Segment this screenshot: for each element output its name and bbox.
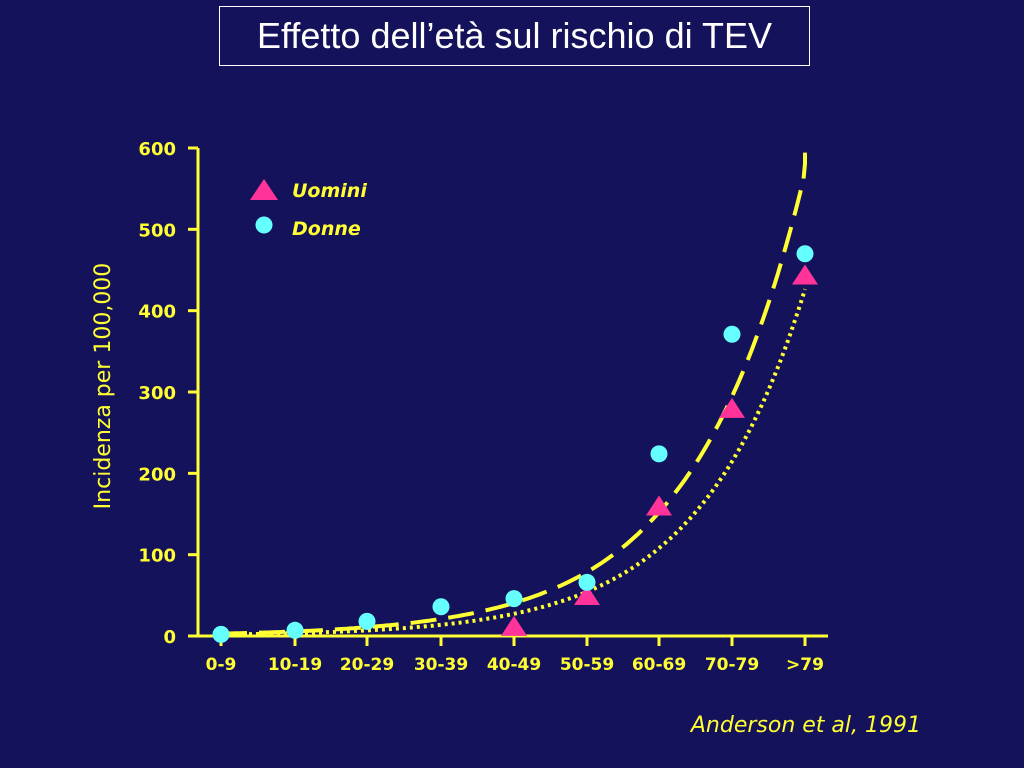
y-tick-label: 200 xyxy=(138,464,176,485)
x-tick-label: 40-49 xyxy=(487,655,541,675)
data-point-donne xyxy=(432,598,450,616)
x-tick-label: 60-69 xyxy=(632,655,686,675)
data-point-uomini xyxy=(574,584,600,605)
trend-curves xyxy=(220,147,807,637)
data-point-uomini xyxy=(719,397,745,418)
data-point-donne xyxy=(505,590,523,608)
legend-marker-circle xyxy=(255,216,273,234)
title-box: Effetto dell’età sul rischio di TEV xyxy=(219,6,810,66)
y-tick-label: 600 xyxy=(138,139,176,160)
x-tick-label: 30-39 xyxy=(414,655,468,675)
axes: 0 100 200 300 400 500 600 0-9 10-19 20-29 30-39 40-… xyxy=(138,139,828,675)
y-tick-label: 400 xyxy=(138,302,176,323)
data-point-donne xyxy=(358,612,376,630)
x-tick-label: 10-19 xyxy=(268,655,322,675)
data-point-donne xyxy=(286,621,304,639)
y-tick-label: 0 xyxy=(163,627,176,648)
y-tick-label: 300 xyxy=(138,383,176,404)
legend: Uomini Donne xyxy=(250,179,367,240)
data-point-uomini xyxy=(501,615,527,636)
trend-line-uomini xyxy=(221,147,807,636)
y-tick-label: 100 xyxy=(138,546,176,567)
data-point-uomini xyxy=(646,495,672,516)
x-tick-label: 70-79 xyxy=(705,655,759,675)
source-citation: Anderson et al, 1991 xyxy=(690,713,921,738)
legend-label: Donne xyxy=(292,218,361,240)
data-point-donne xyxy=(578,573,596,591)
x-tick-label: 0-9 xyxy=(206,655,237,675)
data-point-donne xyxy=(723,325,741,343)
data-points xyxy=(212,245,818,643)
y-tick-label: 500 xyxy=(138,220,176,241)
data-point-uomini xyxy=(792,264,818,285)
y-axis-label: Incidenza per 100,000 xyxy=(91,263,116,510)
legend-marker-triangle xyxy=(250,179,278,200)
trend-line-donne xyxy=(220,288,807,637)
data-point-donne xyxy=(650,445,668,463)
data-point-donne xyxy=(796,245,814,263)
x-tick-label: 50-59 xyxy=(560,655,614,675)
x-tick-label: >79 xyxy=(786,655,824,675)
legend-label: Uomini xyxy=(292,180,367,202)
x-tick-label: 20-29 xyxy=(340,655,394,675)
data-point-donne xyxy=(212,625,230,643)
chart-title: Effetto dell’età sul rischio di TEV xyxy=(257,15,772,56)
